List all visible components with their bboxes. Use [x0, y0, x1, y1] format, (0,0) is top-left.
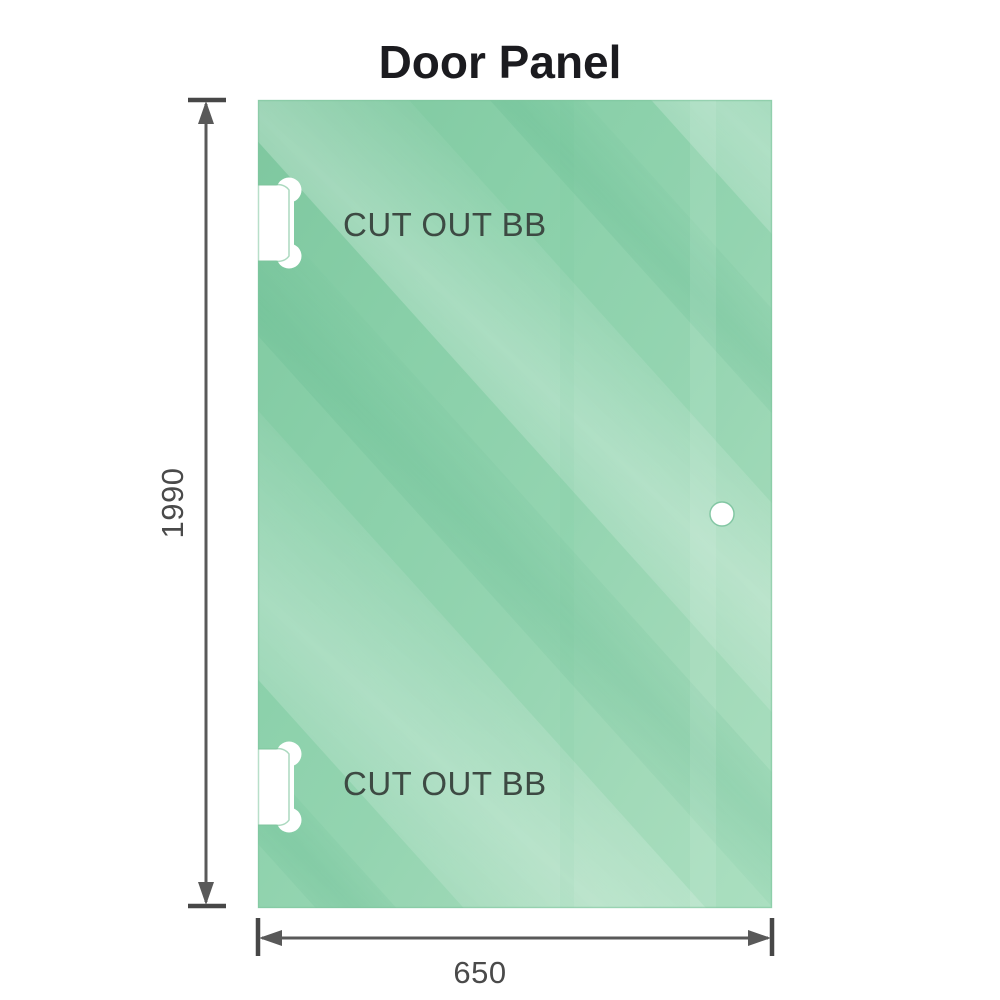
cutout-bottom-label: CUT OUT BB: [343, 765, 547, 802]
width-dimension-label: 650: [453, 955, 506, 990]
width-arrow-left-icon: [259, 930, 282, 946]
cutout-bottom-shape: [258, 747, 290, 827]
panel-outline: [257, 99, 773, 909]
height-dimension: 1990: [155, 97, 226, 909]
width-dimension: 650: [255, 918, 775, 990]
width-arrow-right-icon: [748, 930, 771, 946]
height-arrow-up-icon: [198, 101, 214, 124]
page-title: Door Panel: [379, 36, 622, 88]
height-dimension-label: 1990: [155, 468, 190, 539]
cutout-top-label: CUT OUT BB: [343, 206, 547, 243]
height-arrow-down-icon: [198, 882, 214, 905]
handle-hole-icon: [709, 501, 735, 527]
cutout-top-shape: [258, 183, 290, 263]
